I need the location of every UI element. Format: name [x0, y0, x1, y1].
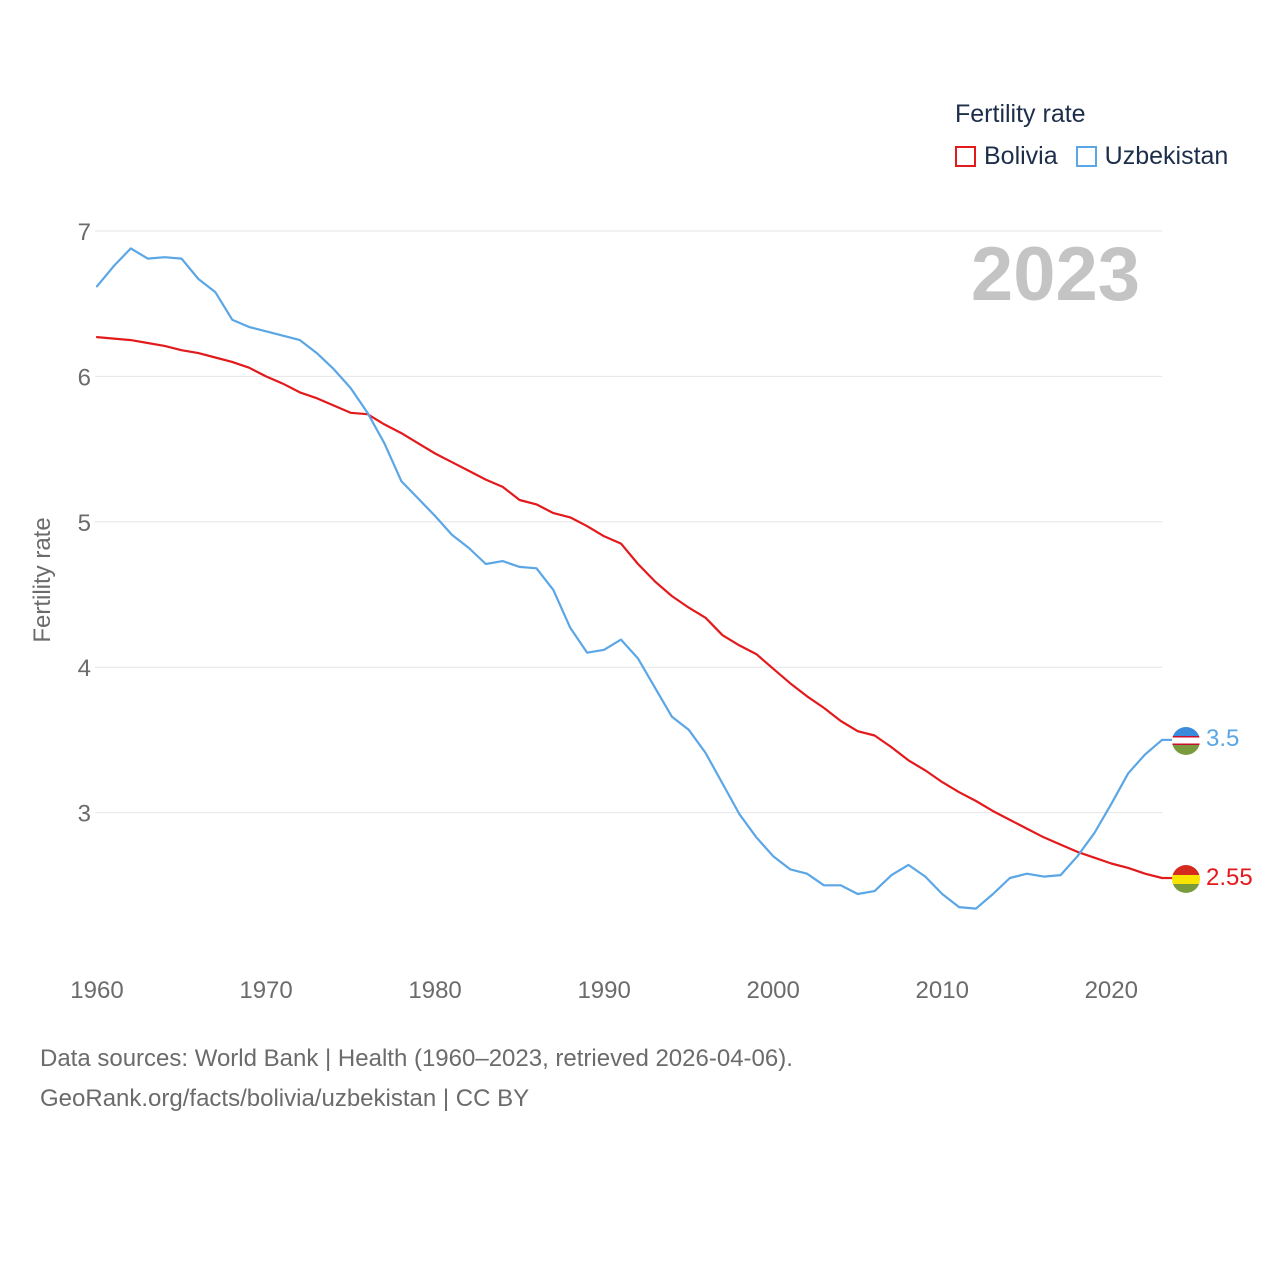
y-tick-label: 3	[78, 801, 91, 828]
series-line-uzbekistan	[95, 247, 1164, 910]
series-line-bolivia	[95, 336, 1164, 880]
uzbekistan-end-label: 3.5	[1206, 725, 1239, 752]
x-tick-label: 1970	[239, 977, 292, 1004]
y-axis-ticks: 3 4 5 6 7	[78, 219, 91, 828]
x-tick-label: 2010	[916, 977, 969, 1004]
bolivia-flag-icon	[1172, 865, 1200, 893]
y-tick-label: 7	[78, 219, 91, 246]
y-tick-label: 6	[78, 364, 91, 391]
x-tick-label: 2000	[746, 977, 799, 1004]
y-tick-label: 5	[78, 510, 91, 537]
x-tick-label: 1960	[70, 977, 123, 1004]
year-label: 2023	[971, 232, 1140, 317]
x-tick-label: 1980	[408, 977, 461, 1004]
footer-sources: Data sources: World Bank | Health (1960–…	[40, 1045, 793, 1072]
x-tick-label: 2020	[1085, 977, 1138, 1004]
footer-attribution[interactable]: GeoRank.org/facts/bolivia/uzbekistan | C…	[40, 1085, 530, 1112]
legend-item-bolivia[interactable]: Bolivia	[955, 142, 1058, 171]
x-axis-ticks: 1960 1970 1980 1990 2000 2010 2020	[70, 977, 1138, 1004]
uzbekistan-flag-icon	[1172, 727, 1200, 755]
legend-swatch-bolivia	[955, 146, 976, 167]
x-tick-label: 1990	[577, 977, 630, 1004]
y-tick-label: 4	[78, 655, 91, 682]
bolivia-end-label: 2.55	[1206, 864, 1253, 891]
legend-label-bolivia: Bolivia	[984, 142, 1058, 170]
legend-label-uzbekistan: Uzbekistan	[1104, 142, 1229, 170]
legend-swatch-uzbekistan	[1075, 146, 1097, 167]
legend: Bolivia Uzbekistan	[955, 142, 1246, 171]
legend-item-uzbekistan[interactable]: Uzbekistan	[1075, 142, 1229, 171]
legend-title: Fertility rate	[955, 100, 1086, 128]
y-axis-label: Fertility rate	[29, 517, 56, 642]
series-layer	[95, 247, 1172, 910]
grid-lines	[95, 230, 1162, 814]
